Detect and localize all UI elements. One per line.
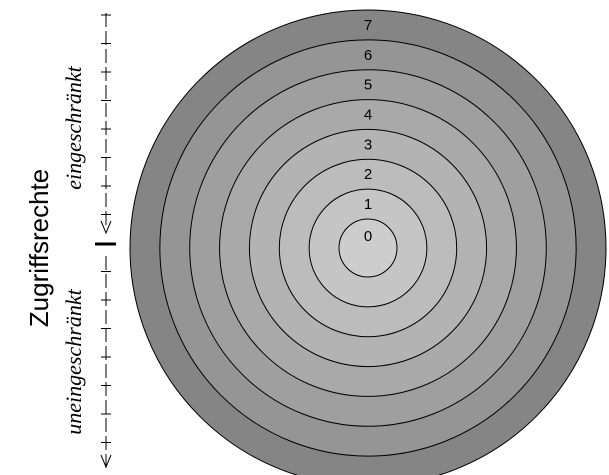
- vertical-axis: [95, 13, 116, 469]
- ring-label-1: 1: [364, 196, 372, 213]
- arrow-down-head-icon: [100, 454, 112, 469]
- ring-label-0: 0: [364, 228, 372, 245]
- axis-ticks: [101, 14, 111, 443]
- ring-label-group: 0 1 2 3 4 5 6 7: [364, 17, 372, 245]
- axis-title: Zugriffsrechte: [24, 169, 54, 327]
- ring-label-6: 6: [364, 47, 372, 64]
- arrow-up-head-icon: [100, 220, 112, 235]
- ring-label-7: 7: [364, 17, 372, 34]
- ring-label-2: 2: [364, 166, 372, 183]
- ring-group: [129, 9, 607, 475]
- ring-label-3: 3: [364, 136, 372, 153]
- ring-0: [338, 218, 398, 278]
- ring-label-5: 5: [364, 77, 372, 94]
- ring-label-4: 4: [364, 107, 372, 124]
- axis-label-restricted: eingeschränkt: [61, 65, 86, 189]
- axis-label-unrestricted: uneingeschränkt: [61, 288, 86, 434]
